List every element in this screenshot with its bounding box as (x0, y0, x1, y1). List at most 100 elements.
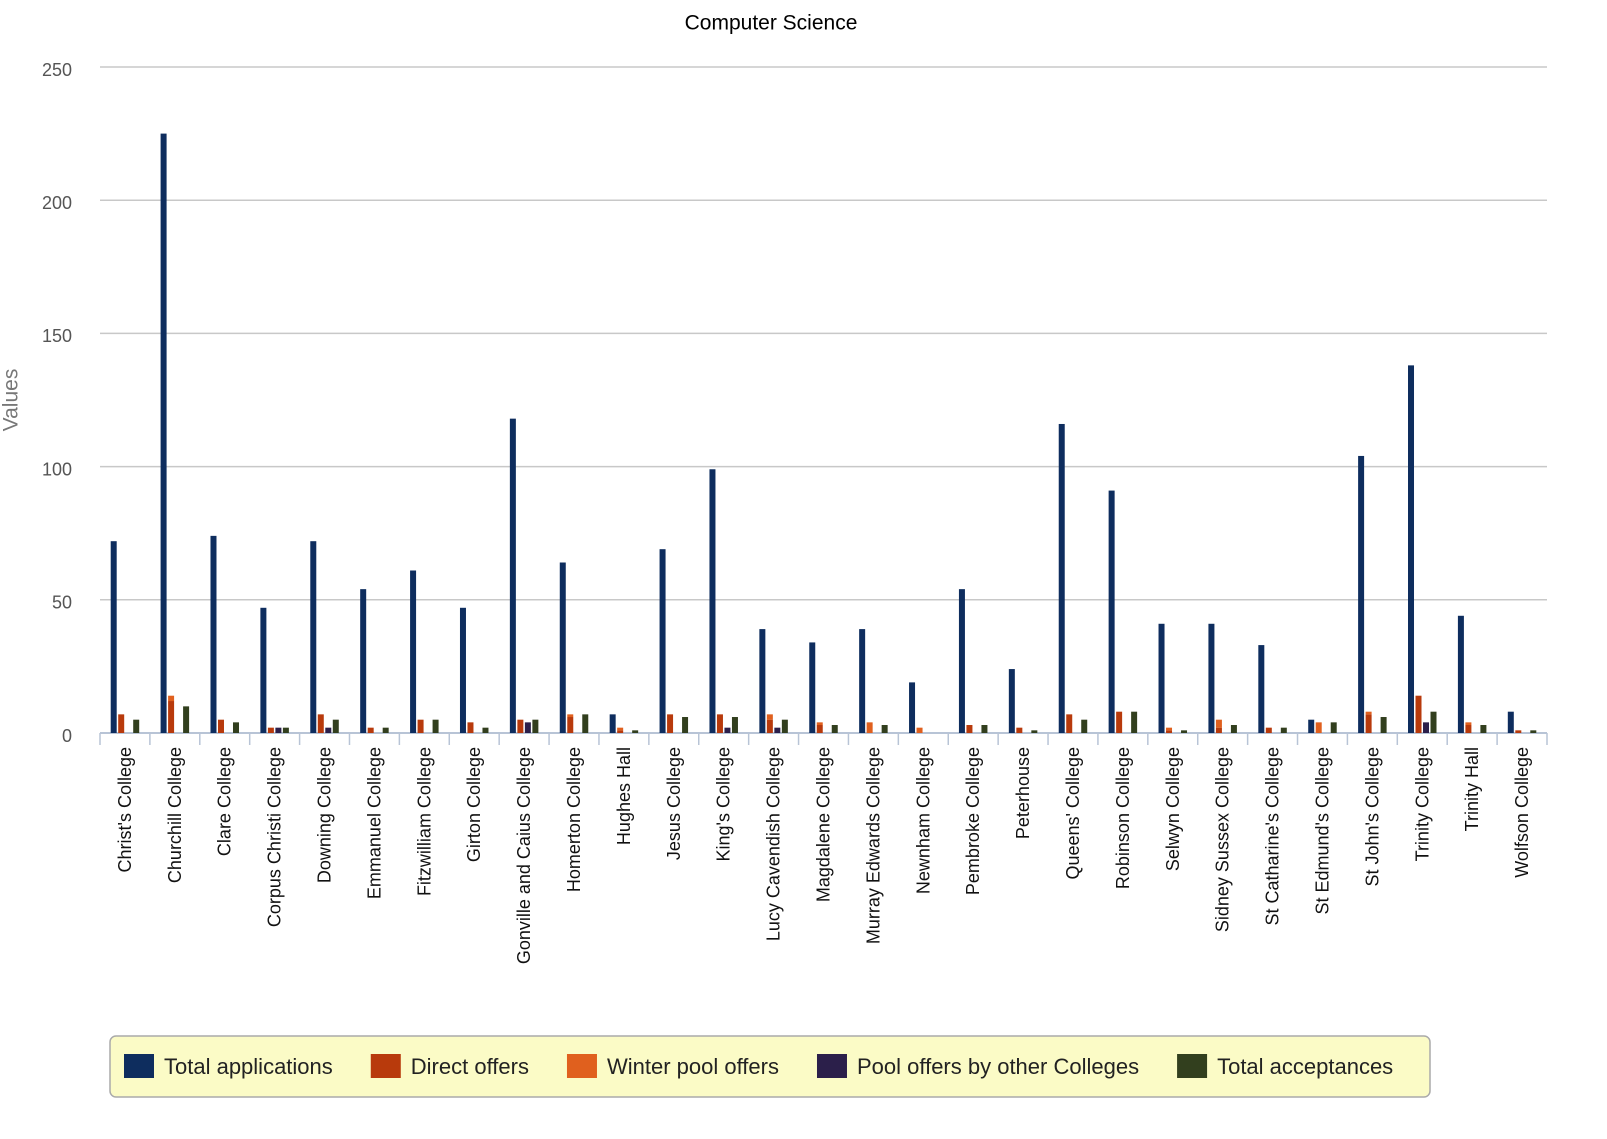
bar (260, 607, 267, 733)
bar (282, 727, 289, 733)
bar (617, 727, 624, 731)
bar (881, 725, 888, 733)
bar (1408, 365, 1415, 733)
x-tick-label: Trinity College (1412, 747, 1432, 861)
bar (1415, 695, 1422, 733)
bar (831, 725, 838, 733)
y-tick-label: 100 (42, 459, 72, 479)
legend-swatch (816, 1054, 847, 1078)
x-tick-label: Churchill College (165, 747, 185, 883)
x-tick-label: Homerton College (564, 747, 584, 892)
x-tick-label: St Edmund's College (1312, 747, 1332, 915)
bar (1365, 711, 1372, 715)
bar (275, 727, 282, 733)
x-tick-label: Peterhouse (1013, 747, 1033, 839)
bar (981, 725, 988, 733)
bar (724, 727, 731, 733)
bar (1423, 722, 1430, 733)
bar (1158, 623, 1165, 733)
bar (310, 541, 317, 733)
bar (1166, 727, 1173, 731)
y-tick-label: 200 (42, 193, 72, 213)
x-tick-label: Emmanuel College (364, 747, 384, 899)
x-tick-label: Lucy Cavendish College (764, 747, 784, 941)
bar (667, 714, 674, 733)
bar (325, 727, 332, 733)
bar (1031, 730, 1038, 733)
x-tick-label: Gonville and Caius College (514, 747, 534, 964)
bar (1308, 719, 1315, 733)
bar (1280, 727, 1287, 733)
bar (916, 727, 923, 733)
bar (1058, 423, 1065, 733)
x-tick-label: Girton College (464, 747, 484, 862)
bar (532, 719, 539, 733)
legend-label: Total acceptances (1217, 1054, 1393, 1079)
y-tick-label: 150 (42, 326, 72, 346)
bar (781, 719, 788, 733)
bar (1066, 714, 1073, 733)
bar (1081, 719, 1088, 733)
x-tick-label: Jesus College (664, 747, 684, 860)
bar (1258, 645, 1265, 733)
legend-label: Total applications (164, 1054, 333, 1079)
bar (567, 717, 574, 733)
x-tick-label: Selwyn College (1163, 747, 1183, 871)
bar (766, 719, 773, 733)
x-tick-label: Trinity Hall (1462, 747, 1482, 831)
bar (1430, 711, 1437, 733)
x-tick-label: Queens' College (1063, 747, 1083, 880)
x-tick-label: Sidney Sussex College (1213, 747, 1233, 932)
legend-label: Winter pool offers (607, 1054, 779, 1079)
x-tick-label: St John's College (1362, 747, 1382, 887)
bar (1330, 722, 1337, 733)
bar (118, 714, 125, 733)
x-tick-label: King's College (714, 747, 734, 862)
bar (1480, 725, 1487, 733)
bar (682, 717, 689, 733)
bar (567, 714, 574, 718)
bar (217, 719, 224, 733)
bar (1008, 669, 1015, 733)
bar (524, 722, 531, 733)
legend-label: Direct offers (411, 1054, 529, 1079)
y-tick-label: 0 (62, 726, 72, 746)
x-tick-label: Robinson College (1113, 747, 1133, 889)
bar (160, 133, 167, 734)
bar (382, 727, 389, 733)
bar (966, 725, 973, 733)
bar (360, 589, 367, 733)
bar (1365, 714, 1372, 733)
bar (410, 570, 417, 733)
bar (559, 562, 566, 733)
bar (1507, 711, 1514, 733)
x-tick-label: Corpus Christi College (265, 747, 285, 927)
bar (110, 541, 117, 733)
bar (759, 629, 766, 733)
bar (168, 695, 175, 702)
bar (1166, 730, 1173, 733)
bar (1215, 727, 1222, 733)
bar (1208, 623, 1215, 733)
x-tick-label: Magdalene College (814, 747, 834, 902)
y-tick-label: 250 (42, 60, 72, 80)
bar (909, 682, 916, 733)
bar (1465, 722, 1472, 726)
legend-swatch (1177, 1054, 1208, 1078)
bar (1457, 615, 1464, 733)
x-tick-label: Clare College (215, 747, 235, 856)
legend-label: Pool offers by other Colleges (857, 1054, 1139, 1079)
bar (1358, 455, 1365, 733)
bar (432, 719, 439, 733)
chart-title: Computer Science (685, 12, 858, 35)
bar (1315, 722, 1322, 733)
bar (582, 714, 589, 733)
bar (183, 706, 190, 733)
bar (168, 701, 175, 733)
x-tick-label: Christ's College (115, 747, 135, 872)
bar (731, 717, 738, 733)
bar (1108, 490, 1115, 733)
bar (632, 730, 639, 733)
x-tick-label: Pembroke College (963, 747, 983, 895)
bar (232, 722, 239, 733)
